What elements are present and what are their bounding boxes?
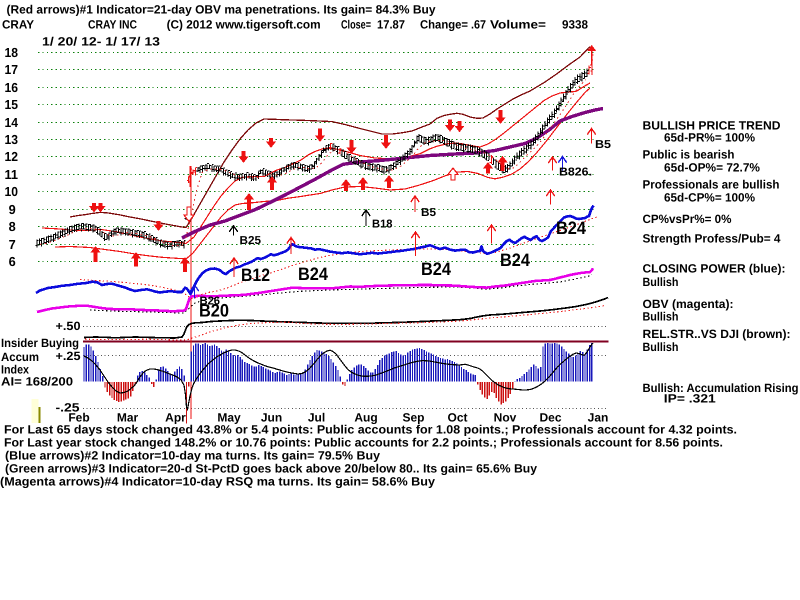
- svg-text:Professionals are bullish: Professionals are bullish: [643, 178, 780, 192]
- svg-text:1/ 20/ 12- 1/ 17/ 13: 1/ 20/ 12- 1/ 17/ 13: [42, 35, 160, 49]
- svg-text:15: 15: [5, 97, 19, 112]
- svg-text:65d-OP%= 72.7%: 65d-OP%= 72.7%: [664, 161, 760, 175]
- svg-text:6: 6: [9, 254, 16, 269]
- svg-text:14: 14: [5, 115, 19, 130]
- svg-text:Apr: Apr: [165, 411, 186, 425]
- svg-text:Jan: Jan: [588, 411, 609, 425]
- svg-text:For Last year stock changed 1: For Last year stock changed 148.2% or 10…: [4, 436, 723, 450]
- svg-text:B5: B5: [595, 139, 612, 151]
- svg-text:B5: B5: [421, 207, 437, 219]
- svg-text:12: 12: [5, 149, 19, 164]
- svg-text:Public is bearish: Public is bearish: [643, 148, 735, 162]
- svg-text:-.25: -.25: [56, 401, 80, 415]
- svg-text:CRAY INC: CRAY INC: [88, 18, 137, 32]
- svg-text:Oct: Oct: [447, 411, 467, 425]
- svg-text:May: May: [217, 411, 241, 425]
- svg-text:17.87: 17.87: [377, 18, 405, 32]
- svg-text:IP= .321: IP= .321: [664, 392, 716, 406]
- svg-text:Close=: Close=: [341, 18, 371, 32]
- svg-text:BULLISH PRICE TREND: BULLISH PRICE TREND: [643, 119, 781, 133]
- svg-text:Nov: Nov: [494, 411, 517, 425]
- svg-text:B24: B24: [500, 250, 530, 270]
- svg-text:11: 11: [5, 167, 19, 182]
- svg-text:(Red arrows)#1 Indicator=21-da: (Red arrows)#1 Indicator=21-day OBV ma p…: [7, 3, 436, 17]
- svg-text:CP%vsPr%= 0%: CP%vsPr%= 0%: [643, 212, 732, 226]
- svg-text:For Last 65 days stock changed: For Last 65 days stock changed 43.8% or …: [4, 423, 737, 437]
- svg-text:Dec: Dec: [539, 411, 561, 425]
- svg-text:+.50: +.50: [56, 319, 81, 333]
- svg-text:16: 16: [5, 80, 19, 95]
- svg-text:.67: .67: [471, 18, 486, 32]
- svg-text:AI= 168/200: AI= 168/200: [1, 375, 73, 389]
- svg-text:REL.STR..VS DJI (brown):: REL.STR..VS DJI (brown):: [643, 327, 791, 341]
- svg-text:Accum: Accum: [1, 350, 39, 364]
- svg-text:9: 9: [9, 202, 16, 217]
- svg-text:Index: Index: [1, 363, 29, 377]
- svg-text:CRAY: CRAY: [2, 18, 34, 32]
- svg-text:B24: B24: [556, 218, 586, 238]
- svg-text:Insider Buying: Insider Buying: [1, 336, 79, 350]
- svg-text:B26: B26: [200, 296, 221, 308]
- svg-text:Strength Profess/Pub= 4: Strength Profess/Pub= 4: [643, 232, 781, 246]
- svg-text:65d-PR%= 100%: 65d-PR%= 100%: [664, 131, 755, 145]
- svg-text:Volume=: Volume=: [490, 18, 546, 32]
- svg-text:8: 8: [9, 219, 16, 234]
- svg-text:Jun: Jun: [261, 411, 282, 425]
- svg-text:Bullish: Bullish: [643, 275, 679, 289]
- svg-text:Feb: Feb: [68, 411, 89, 425]
- svg-text:Mar: Mar: [117, 411, 139, 425]
- svg-text:B25: B25: [240, 235, 262, 247]
- svg-text:B24: B24: [421, 259, 451, 279]
- svg-text:CLOSING POWER (blue):: CLOSING POWER (blue):: [643, 262, 786, 276]
- svg-text:Jul: Jul: [308, 411, 325, 425]
- svg-text:B826.: B826.: [559, 167, 592, 179]
- svg-text:7: 7: [9, 237, 16, 252]
- svg-text:+.25: +.25: [56, 349, 81, 363]
- svg-text:Bullish: Bullish: [643, 310, 679, 324]
- svg-text:10: 10: [5, 184, 19, 199]
- svg-text:Bullish: Accumulation Rising: Bullish: Accumulation Rising: [643, 381, 799, 395]
- svg-text:Aug: Aug: [354, 411, 377, 425]
- svg-text:(Magenta arrows)#4 Indicator=1: (Magenta arrows)#4 Indicator=10-day RSQ …: [0, 475, 435, 489]
- svg-text:(Green arrows)#3 Indicator=20-: (Green arrows)#3 Indicator=20-d St-PctD …: [5, 462, 537, 476]
- svg-text:Bullish: Bullish: [643, 340, 679, 354]
- svg-text:B24: B24: [298, 264, 328, 284]
- svg-text:65d-CP%= 100%: 65d-CP%= 100%: [664, 191, 755, 205]
- svg-text:Sep: Sep: [402, 411, 424, 425]
- svg-text:B18: B18: [372, 219, 393, 231]
- svg-text:18: 18: [5, 45, 19, 60]
- svg-text:(Blue arrows)#2 Indicator=10-d: (Blue arrows)#2 Indicator=10-day ma turn…: [5, 449, 380, 463]
- svg-text:Change=: Change=: [420, 18, 468, 32]
- svg-text:B12: B12: [241, 265, 270, 285]
- svg-text:B20: B20: [199, 301, 229, 321]
- svg-text:(C) 2012 www.tigersoft.com: (C) 2012 www.tigersoft.com: [167, 18, 321, 32]
- svg-text:9338: 9338: [562, 18, 588, 32]
- svg-text:OBV (magenta):: OBV (magenta):: [643, 297, 734, 311]
- svg-text:17: 17: [5, 62, 19, 77]
- svg-text:13: 13: [5, 132, 19, 147]
